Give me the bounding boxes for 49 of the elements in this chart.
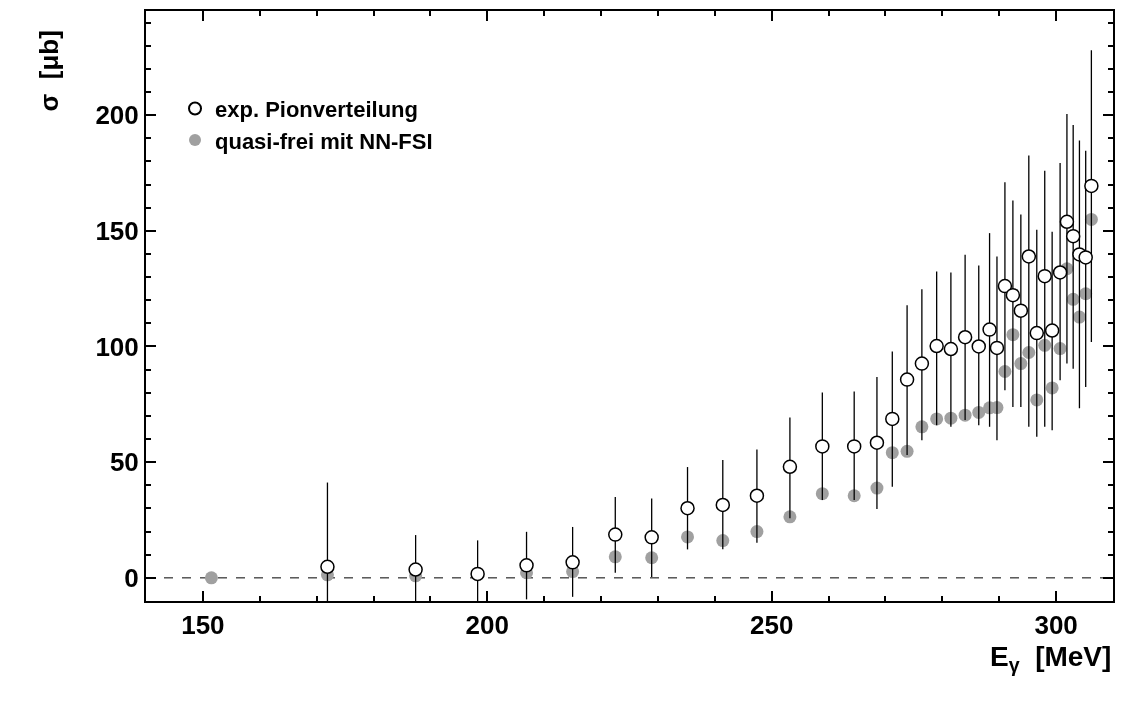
point xyxy=(929,338,944,354)
point xyxy=(815,439,830,454)
point xyxy=(982,322,997,337)
point xyxy=(408,562,423,577)
point xyxy=(1037,268,1052,284)
x-tick-label: 200 xyxy=(465,610,509,641)
point xyxy=(1059,214,1075,230)
x-tick-label: 250 xyxy=(750,610,794,641)
point xyxy=(782,459,798,475)
point xyxy=(680,500,695,516)
point xyxy=(1078,250,1093,265)
point xyxy=(957,329,973,345)
point xyxy=(1065,228,1081,244)
legend-label: quasi-frei mit NN-FSI xyxy=(215,128,433,154)
y-tick-label: 100 xyxy=(95,331,139,362)
point xyxy=(519,558,534,573)
x-tick-label: 300 xyxy=(1034,610,1078,641)
point xyxy=(204,571,218,585)
point xyxy=(989,340,1005,356)
point xyxy=(608,527,623,542)
point xyxy=(1013,303,1029,318)
point xyxy=(320,559,335,574)
point xyxy=(715,497,731,513)
point xyxy=(749,488,765,503)
point xyxy=(1021,249,1037,264)
point xyxy=(899,372,915,387)
y-tick-label: 150 xyxy=(95,215,139,246)
point xyxy=(1052,265,1068,280)
point xyxy=(565,555,580,570)
x-tick-label: 150 xyxy=(181,610,225,641)
point xyxy=(943,341,959,357)
point xyxy=(971,339,987,354)
point xyxy=(885,411,900,427)
legend-label: exp. Pionverteilung xyxy=(215,97,418,123)
point xyxy=(644,530,659,545)
point xyxy=(1005,287,1021,303)
point xyxy=(914,356,930,371)
point xyxy=(847,489,861,503)
x-axis-title: E$_{γ}$ [MeV] xyxy=(990,641,1112,676)
y-tick-label: 0 xyxy=(124,562,139,593)
point xyxy=(869,435,885,450)
y-axis-title: σ [μb] xyxy=(34,30,65,112)
point xyxy=(1029,325,1045,341)
point xyxy=(1084,178,1099,194)
point xyxy=(846,439,862,454)
point xyxy=(1044,323,1060,338)
y-tick-label: 200 xyxy=(95,100,139,131)
point xyxy=(997,278,1013,294)
y-tick-label: 50 xyxy=(109,447,139,478)
